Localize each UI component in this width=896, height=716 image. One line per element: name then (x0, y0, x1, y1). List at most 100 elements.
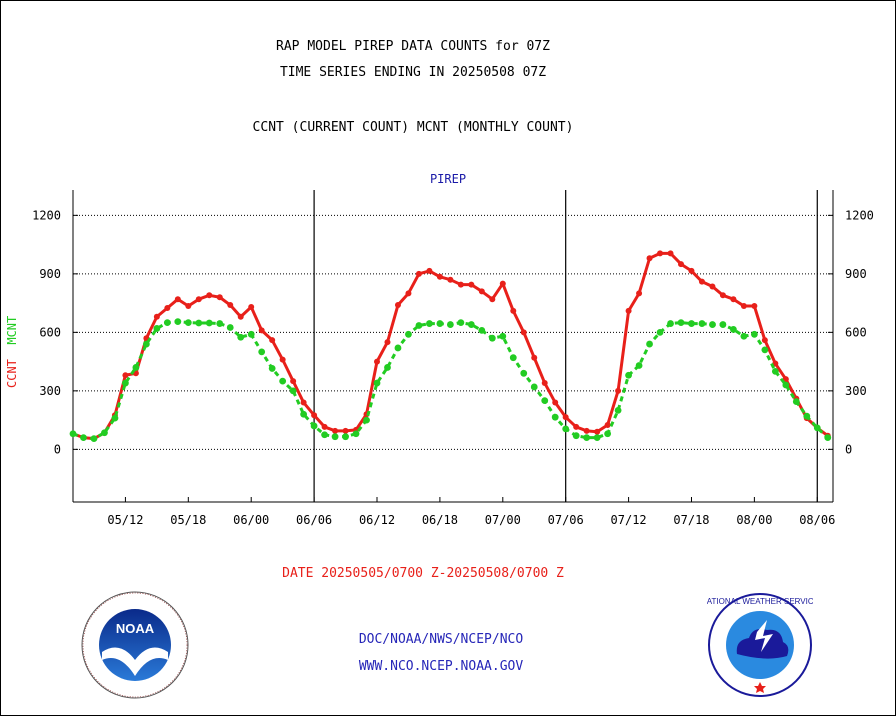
y-tick-label-left: 600 (39, 325, 61, 339)
data-point-ccnt (657, 250, 664, 257)
data-point-mcnt (698, 320, 706, 327)
series-line-mcnt (72, 320, 829, 441)
data-point-ccnt (468, 281, 475, 288)
data-point-mcnt (226, 324, 234, 331)
data-point-mcnt (122, 379, 129, 387)
data-point-mcnt (111, 414, 119, 422)
data-point-mcnt (782, 381, 790, 389)
data-point-mcnt (478, 327, 486, 334)
data-point-ccnt (269, 337, 276, 344)
data-point-mcnt (247, 330, 255, 338)
data-point-mcnt (195, 319, 203, 327)
axes-layer (72, 190, 834, 503)
data-point-mcnt (677, 319, 685, 326)
data-point-mcnt (174, 318, 182, 326)
data-point-mcnt (132, 364, 140, 371)
data-point-ccnt (478, 288, 485, 295)
series-layer (69, 250, 832, 443)
data-point-ccnt (740, 303, 747, 310)
data-point-ccnt (615, 387, 622, 394)
data-point-mcnt (153, 325, 161, 332)
data-point-mcnt (803, 412, 811, 420)
data-point-mcnt (583, 434, 591, 442)
data-point-ccnt (751, 303, 758, 310)
data-point-ccnt (195, 296, 202, 303)
noaa-logo[interactable]: NOAA (80, 590, 190, 700)
data-point-mcnt (415, 322, 423, 329)
y-tick-label-left: 900 (39, 267, 61, 281)
data-point-ccnt (248, 304, 255, 310)
footer-website-link[interactable]: WWW.NCO.NCEP.NOAA.GOV (358, 659, 524, 674)
data-point-mcnt (90, 435, 98, 443)
data-point-mcnt (719, 321, 727, 328)
data-point-ccnt (709, 283, 716, 290)
data-point-ccnt (321, 423, 328, 430)
data-point-ccnt (426, 267, 433, 274)
data-point-mcnt (530, 383, 538, 391)
data-point-mcnt (750, 330, 758, 338)
data-point-mcnt (792, 398, 800, 405)
data-point-ccnt (552, 399, 559, 406)
chart-title-line2: TIME SERIES ENDING IN 20250508 07Z (279, 65, 547, 80)
data-point-mcnt (342, 433, 349, 441)
tick-label-layer: 0 0 300 300 600 600 900 900 1200 1200 05/12 05/18 06… (32, 208, 874, 527)
data-point-mcnt (394, 344, 402, 352)
data-point-ccnt (384, 339, 391, 346)
data-point-mcnt (216, 320, 224, 327)
data-point-ccnt (164, 304, 171, 311)
data-point-mcnt (572, 432, 580, 440)
data-point-mcnt (352, 430, 360, 438)
data-point-mcnt (205, 319, 213, 327)
y-tick-label-right: 1200 (845, 208, 874, 222)
data-point-mcnt (331, 433, 339, 441)
data-point-ccnt (698, 278, 705, 285)
data-point-mcnt (373, 379, 381, 387)
data-point-ccnt (447, 276, 454, 283)
data-point-ccnt (227, 302, 234, 309)
data-point-mcnt (771, 367, 779, 375)
nws-logo[interactable]: NATIONAL WEATHER SERVICE (707, 592, 813, 698)
panel-label: PIREP (429, 172, 467, 186)
data-point-ccnt (531, 354, 538, 361)
data-point-mcnt (279, 377, 287, 385)
data-point-mcnt (813, 424, 821, 432)
data-point-ccnt (405, 290, 412, 297)
x-tick-label: 05/12 (107, 513, 143, 527)
x-tick-label: 06/12 (359, 513, 395, 527)
data-point-mcnt (142, 340, 150, 348)
y-tick-label-right: 900 (845, 267, 867, 281)
data-point-mcnt (667, 320, 674, 327)
data-point-mcnt (310, 422, 318, 430)
data-point-mcnt (300, 410, 308, 418)
data-point-mcnt (457, 319, 465, 326)
data-point-mcnt (488, 334, 496, 342)
data-point-ccnt (761, 337, 768, 344)
data-point-mcnt (740, 332, 748, 340)
y-tick-label-left: 0 (54, 442, 61, 456)
data-point-ccnt (374, 358, 380, 365)
data-point-ccnt (206, 292, 213, 299)
data-point-ccnt (332, 427, 339, 434)
data-point-mcnt (363, 416, 370, 424)
data-point-mcnt (614, 406, 622, 414)
data-point-ccnt (174, 296, 181, 303)
data-point-mcnt (593, 434, 601, 442)
data-point-ccnt (300, 399, 307, 406)
x-tick-label: 07/18 (673, 513, 709, 527)
data-point-mcnt (436, 320, 444, 327)
data-point-ccnt (342, 427, 349, 434)
data-point-ccnt (510, 307, 517, 314)
data-point-ccnt (122, 372, 129, 379)
data-point-ccnt (573, 423, 580, 430)
data-point-ccnt (394, 302, 401, 309)
y-tick-label-right: 600 (845, 325, 867, 339)
data-point-mcnt (499, 332, 507, 340)
data-point-ccnt (688, 267, 695, 274)
data-point-mcnt (69, 430, 77, 438)
data-point-ccnt (436, 273, 443, 280)
data-point-mcnt (184, 319, 192, 326)
data-point-ccnt (237, 313, 244, 320)
footer-org-link[interactable]: DOC/NOAA/NWS/NCEP/NCO (358, 632, 524, 647)
data-point-ccnt (311, 412, 318, 419)
data-point-ccnt (279, 356, 286, 363)
